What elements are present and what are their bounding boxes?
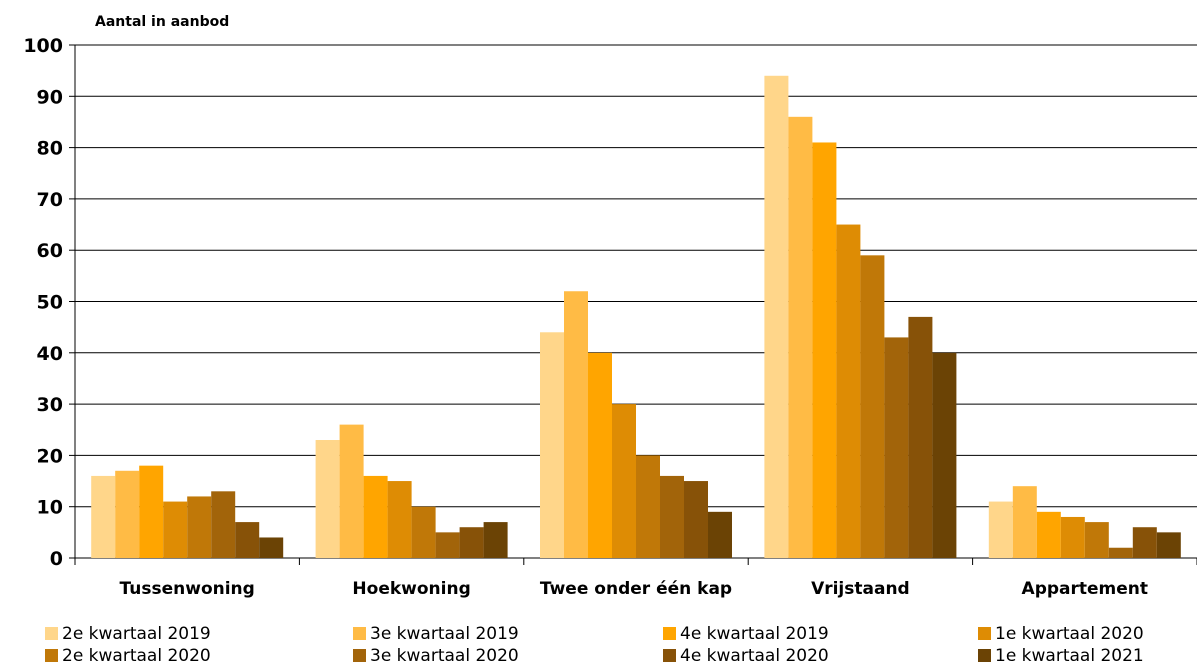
y-tick-label: 0 (50, 548, 63, 570)
bar (860, 255, 885, 558)
bar (139, 465, 164, 558)
bar (836, 224, 861, 559)
bar (483, 522, 508, 558)
bar (115, 470, 140, 558)
legend-item: 4e kwartaal 2019 (663, 624, 829, 644)
bar (884, 337, 909, 558)
bar (211, 491, 236, 558)
bar (1084, 522, 1109, 558)
legend-label: 2e kwartaal 2020 (62, 646, 211, 666)
y-tick-label: 60 (37, 240, 63, 262)
bar (564, 291, 588, 558)
legend-item: 1e kwartaal 2021 (978, 646, 1144, 666)
bar (708, 511, 732, 558)
bar (315, 440, 340, 558)
bar (91, 475, 116, 558)
y-tick-label: 30 (37, 394, 63, 416)
y-tick-label: 50 (37, 292, 63, 314)
legend-item: 4e kwartaal 2020 (663, 646, 829, 666)
bar (411, 506, 436, 558)
bar (932, 352, 957, 558)
x-tick-label: Hoekwoning (352, 579, 470, 599)
bar (459, 527, 484, 558)
bar (339, 424, 364, 558)
bar (187, 496, 212, 558)
legend-item: 2e kwartaal 2020 (45, 646, 211, 666)
bar (163, 501, 188, 558)
bar (259, 537, 284, 558)
legend-item: 2e kwartaal 2019 (45, 624, 211, 644)
legend-swatch (978, 649, 991, 662)
bar (812, 142, 837, 558)
x-tick-label: Appartement (1022, 579, 1148, 599)
y-tick-label: 100 (23, 35, 63, 57)
legend-label: 1e kwartaal 2020 (995, 624, 1144, 644)
legend-swatch (663, 649, 676, 662)
legend-swatch (353, 649, 366, 662)
bar (588, 352, 612, 558)
legend-label: 2e kwartaal 2019 (62, 624, 211, 644)
bar (235, 522, 260, 558)
bar (612, 404, 636, 558)
y-tick-label: 90 (37, 86, 63, 108)
legend-item: 3e kwartaal 2020 (353, 646, 519, 666)
bar (1156, 532, 1181, 558)
legend-label: 1e kwartaal 2021 (995, 646, 1144, 666)
y-tick-label: 80 (37, 138, 63, 160)
y-tick-label: 40 (37, 343, 63, 365)
bar (908, 316, 933, 558)
bar (988, 501, 1013, 558)
legend-label: 4e kwartaal 2020 (680, 646, 829, 666)
bar (684, 481, 708, 558)
bar-chart: 0 10 20 30 40 50 60 70 80 90 100 Tussenwoning Hoekwo… (23, 35, 1197, 599)
legend-swatch (353, 627, 366, 640)
bar (1036, 511, 1061, 558)
bar (660, 475, 684, 558)
bar (788, 116, 813, 558)
legend-swatch (663, 627, 676, 640)
legend-label: 4e kwartaal 2019 (680, 624, 829, 644)
bar (1012, 486, 1037, 558)
bar (363, 475, 388, 558)
y-tick-label: 20 (37, 445, 63, 467)
bar (540, 332, 564, 558)
y-axis-label: Aantal in aanbod (95, 14, 230, 30)
y-tick-label: 10 (37, 497, 63, 519)
legend-swatch (45, 649, 58, 662)
bar (435, 532, 460, 558)
legend-label: 3e kwartaal 2019 (370, 624, 519, 644)
bar (1108, 547, 1133, 558)
legend-label: 3e kwartaal 2020 (370, 646, 519, 666)
x-tick-label: Tussenwoning (120, 579, 255, 599)
bar (1060, 516, 1085, 558)
bar (764, 75, 789, 558)
x-tick-label: Vrijstaand (811, 579, 910, 599)
bar (1132, 527, 1157, 558)
bar (387, 481, 412, 558)
y-tick-label: 70 (37, 189, 63, 211)
legend-item: 3e kwartaal 2019 (353, 624, 519, 644)
legend-swatch (45, 627, 58, 640)
bar (636, 455, 660, 558)
x-tick-label: Twee onder één kap (540, 579, 732, 599)
legend-swatch (978, 627, 991, 640)
legend-item: 1e kwartaal 2020 (978, 624, 1144, 644)
